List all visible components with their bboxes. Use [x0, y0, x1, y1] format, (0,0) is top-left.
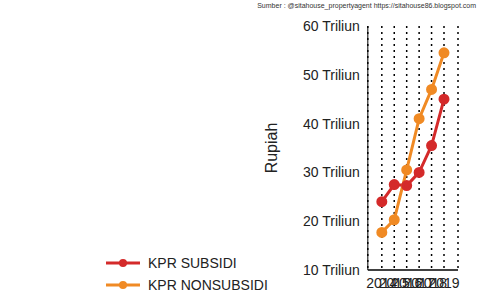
svg-text:40 Triliun: 40 Triliun — [303, 116, 360, 132]
svg-text:2019: 2019 — [428, 275, 459, 291]
html-text:KPR NONSUBSIDI: KPR NONSUBSIDI — [148, 277, 268, 293]
svg-text:30 Triliun: 30 Triliun — [303, 164, 360, 180]
svg-text:50 Triliun: 50 Triliun — [303, 67, 360, 83]
html-text:KPR SUBSIDI: KPR SUBSIDI — [148, 255, 237, 271]
svg-text:20 Triliun: 20 Triliun — [303, 213, 360, 229]
svg-text:60 Triliun: 60 Triliun — [303, 18, 360, 34]
html-text:Sumber : @sitahouse_propertyag: Sumber : @sitahouse_propertyagent https:… — [257, 2, 476, 9]
svg-text:Rupiah: Rupiah — [263, 123, 280, 174]
svg-text:10 Triliun: 10 Triliun — [303, 262, 360, 278]
